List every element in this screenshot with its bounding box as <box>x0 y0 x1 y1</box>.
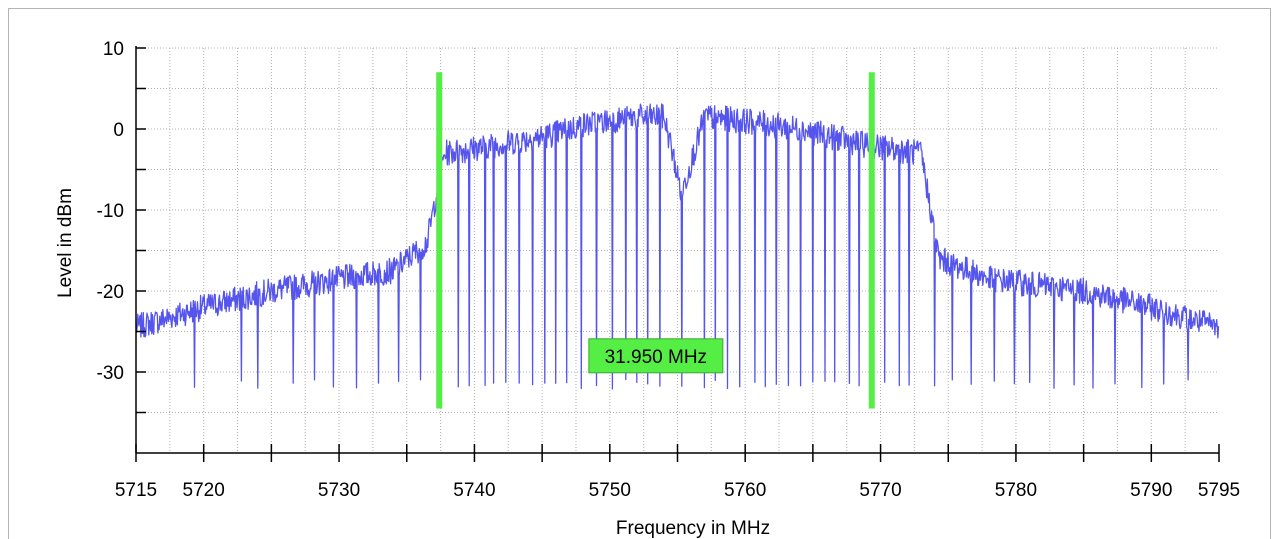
chart-frame <box>8 8 1271 539</box>
x-axis-title: Frequency in MHz <box>616 518 770 539</box>
bandwidth-label: 31.950 MHz <box>588 338 724 374</box>
x-tick-label: 5760 <box>724 480 766 501</box>
series-line <box>135 103 1220 390</box>
bandwidth-label-text: 31.950 MHz <box>605 347 707 368</box>
spectrum-trace <box>135 103 1220 390</box>
x-tick-label: 5795 <box>1198 480 1240 501</box>
x-tick-label: 5780 <box>995 480 1037 501</box>
x-tick-label: 5790 <box>1130 480 1172 501</box>
x-tick-label: 5730 <box>318 480 360 501</box>
y-axis-title: Level in dBm <box>55 188 76 298</box>
y-tick-label: -20 <box>97 282 124 303</box>
tick-labels: 10 0 -10 -20 -30 5715 5720 5730 5740 5750 5760 5770… <box>97 39 1241 501</box>
grid-lines <box>136 47 1219 453</box>
y-tick-label: -10 <box>97 201 124 222</box>
axes <box>135 46 1220 462</box>
y-tick-label: -30 <box>97 363 124 384</box>
x-tick-label: 5740 <box>453 480 495 501</box>
x-tick-label: 5720 <box>183 480 225 501</box>
x-tick-label: 5715 <box>115 480 157 501</box>
band-markers <box>436 72 875 409</box>
x-tick-label: 5770 <box>859 480 901 501</box>
y-tick-label: 0 <box>113 120 124 141</box>
x-tick-label: 5750 <box>589 480 631 501</box>
bandwidth-label-box <box>588 338 724 374</box>
y-tick-label: 10 <box>103 39 124 60</box>
